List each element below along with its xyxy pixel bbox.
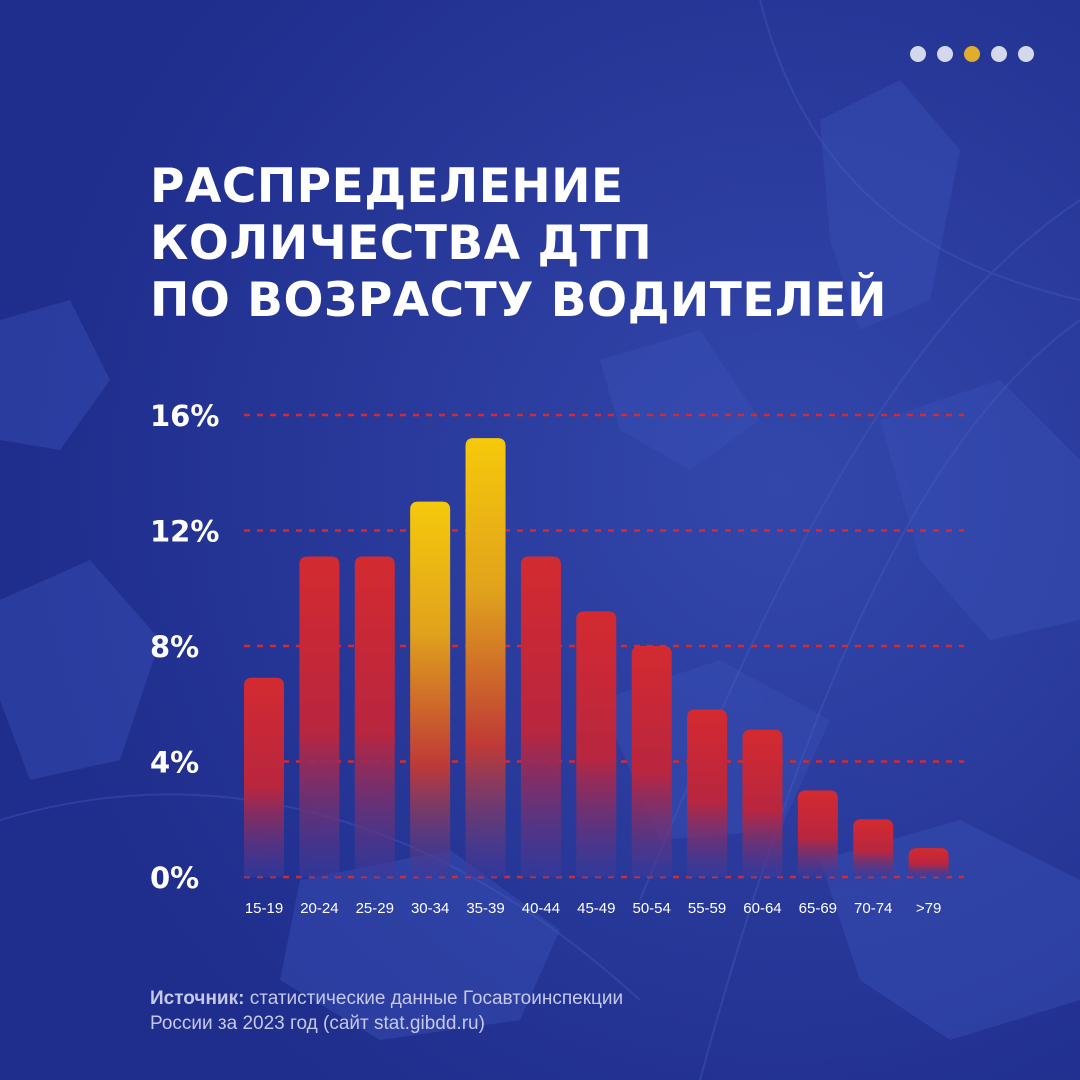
pagination-dot[interactable] xyxy=(1018,46,1034,62)
source-label: Источник: xyxy=(150,988,245,1009)
x-tick-label: 25-29 xyxy=(356,900,394,917)
x-tick-label: 60-64 xyxy=(743,900,781,917)
x-tick-label: 30-34 xyxy=(411,900,449,917)
y-tick-label: 0% xyxy=(150,861,199,895)
pagination-dot[interactable] xyxy=(937,46,953,62)
x-tick-label: 40-44 xyxy=(522,900,560,917)
bar-30-34 xyxy=(410,501,451,877)
pagination-dots xyxy=(910,46,1034,62)
bar-35-39 xyxy=(465,438,506,877)
source-line-1: Источник: статистические данные Госавтои… xyxy=(150,986,910,1011)
y-tick-label: 12% xyxy=(150,515,219,549)
bar->79 xyxy=(908,848,949,877)
x-tick-label: >79 xyxy=(916,900,941,917)
title-line-3: ПО ВОЗРАСТУ ВОДИТЕЛЕЙ xyxy=(150,273,887,328)
x-tick-label: 35-39 xyxy=(466,900,504,917)
x-tick-label: 70-74 xyxy=(854,900,892,917)
bar-65-69 xyxy=(797,790,838,877)
bar-50-54 xyxy=(631,646,672,877)
bar-40-44 xyxy=(520,556,561,877)
y-tick-label: 8% xyxy=(150,630,199,664)
bar-70-74 xyxy=(853,819,894,877)
x-tick-label: 50-54 xyxy=(633,900,671,917)
bar-25-29 xyxy=(354,556,395,877)
bar-20-24 xyxy=(299,556,340,877)
bar-55-59 xyxy=(687,709,728,877)
x-tick-label: 65-69 xyxy=(799,900,837,917)
source-text-1: статистические данные Госавтоинспекции xyxy=(249,988,624,1009)
x-tick-label: 15-19 xyxy=(245,900,283,917)
title-line-2: КОЛИЧЕСТВА ДТП xyxy=(150,216,653,271)
pagination-dot[interactable] xyxy=(991,46,1007,62)
source-note: Источник: статистические данные Госавтои… xyxy=(150,986,910,1036)
y-tick-label: 4% xyxy=(150,746,199,780)
x-tick-label: 55-59 xyxy=(688,900,726,917)
bar-60-64 xyxy=(742,729,783,877)
x-tick-label: 45-49 xyxy=(577,900,615,917)
pagination-dot-active[interactable] xyxy=(964,46,980,62)
title-line-1: РАСПРЕДЕЛЕНИЕ xyxy=(150,159,624,214)
x-tick-label: 20-24 xyxy=(300,900,338,917)
bar-15-19 xyxy=(244,677,284,877)
page-title: РАСПРЕДЕЛЕНИЕ КОЛИЧЕСТВА ДТП ПО ВОЗРАСТУ… xyxy=(150,158,1010,329)
pagination-dot[interactable] xyxy=(910,46,926,62)
y-tick-label: 16% xyxy=(150,399,219,433)
bar-45-49 xyxy=(576,611,617,877)
source-text-2: России за 2023 год (сайт stat.gibdd.ru) xyxy=(150,1013,485,1034)
